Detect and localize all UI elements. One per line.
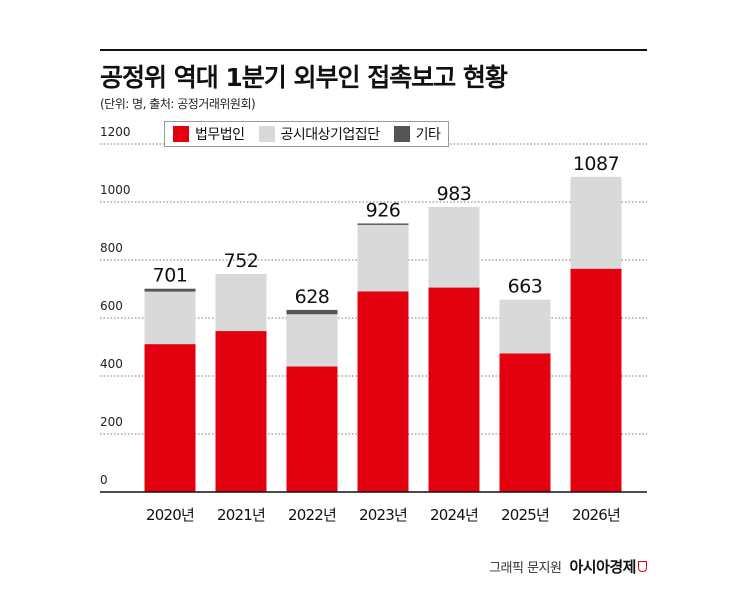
x-tick-label: 2022년 [288, 506, 336, 524]
y-tick-label: 1200 [100, 125, 131, 139]
bar-segment-public-company [215, 273, 267, 332]
bar-segment-public-company [428, 206, 480, 288]
x-tick-label: 2021년 [217, 506, 265, 524]
legend-label-public-company: 공시대상기업집단 [280, 127, 381, 143]
x-tick-label: 2026년 [572, 506, 620, 524]
bars [144, 176, 622, 492]
credit-text: 그래픽 문지원 [489, 561, 562, 576]
y-axis-ticks: 0 200 400 600 800 1000 1200 [100, 125, 131, 487]
bar-segment-other [286, 309, 338, 315]
legend-swatch-other [393, 126, 410, 142]
credit: 그래픽 문지원 아시아경제 [489, 556, 647, 577]
total-labels: 701 752 628 926 983 663 1087 [153, 153, 620, 308]
bar-segment-law-firm [215, 331, 267, 492]
legend-item-other: 기타 [393, 124, 441, 144]
page-title: 공정위 역대 1분기 외부인 접촉보고 현황 [100, 63, 508, 92]
legend-swatch-public-company [258, 126, 275, 142]
y-tick-label: 1000 [100, 183, 131, 197]
bar-total-label: 752 [224, 250, 259, 272]
bar-segment-law-firm [286, 366, 338, 492]
top-rule [100, 49, 647, 51]
bar-total-label: 663 [508, 276, 543, 298]
x-tick-label: 2020년 [146, 506, 194, 524]
legend-swatch-law-firm [173, 126, 189, 142]
bar-total-label: 701 [153, 265, 188, 287]
bar-total-label: 926 [366, 199, 401, 221]
bar-segment-public-company [144, 291, 196, 345]
bar-segment-law-firm [357, 291, 409, 492]
bar-segment-other [144, 288, 196, 292]
y-tick-label: 0 [100, 473, 108, 487]
legend-item-public-company: 공시대상기업집단 [258, 124, 381, 144]
x-tick-label: 2023년 [359, 506, 407, 524]
legend-item-law-firm: 법무법인 [173, 124, 245, 144]
bar-total-label: 1087 [573, 153, 619, 175]
y-tick-label: 600 [100, 299, 123, 313]
bar-segment-law-firm [144, 344, 196, 492]
bar-segment-law-firm [428, 287, 480, 492]
page-subtitle: (단위: 명, 출처: 공정거래위원회) [100, 97, 256, 111]
legend-label-other: 기타 [415, 127, 441, 143]
brand-mark-icon [638, 561, 647, 572]
y-tick-label: 400 [100, 357, 123, 371]
y-tick-label: 800 [100, 241, 123, 255]
legend: 법무법인 공시대상기업집단 기타 [164, 121, 450, 147]
x-tick-label: 2025년 [501, 506, 549, 524]
bar-segment-public-company [570, 176, 622, 269]
bar-segment-public-company [286, 314, 338, 367]
bar-segment-law-firm [570, 268, 622, 492]
legend-label-law-firm: 법무법인 [195, 127, 245, 143]
bar-total-label: 628 [295, 286, 330, 308]
x-axis-ticks: 2020년 2021년 2022년 2023년 2024년 2025년 2026년 [146, 506, 621, 524]
x-tick-label: 2024년 [430, 506, 478, 524]
bar-segment-public-company [499, 299, 551, 354]
bar-segment-public-company [357, 224, 409, 292]
bar-segment-other [357, 223, 409, 225]
y-tick-label: 200 [100, 415, 123, 429]
credit-brand: 아시아경제 [569, 558, 636, 576]
bar-segment-law-firm [499, 353, 551, 492]
bar-total-label: 983 [437, 183, 472, 205]
